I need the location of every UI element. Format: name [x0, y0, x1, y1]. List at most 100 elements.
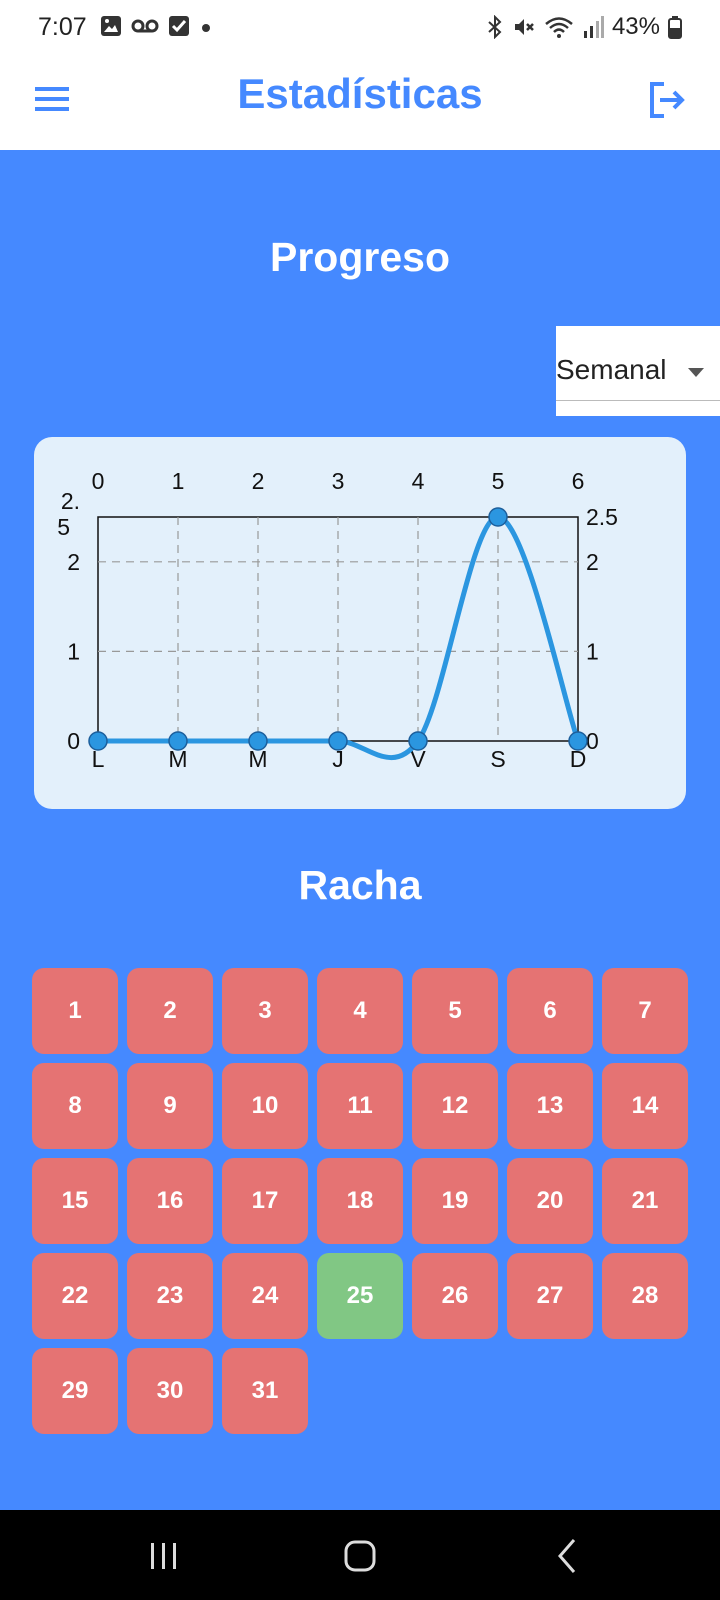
dropdown-arrow-icon [688, 368, 704, 377]
mute-icon [514, 19, 534, 35]
left-tick-label: 1 [67, 638, 80, 664]
signal-icon [583, 16, 604, 38]
recent-apps-button[interactable] [140, 1532, 188, 1580]
streak-day-24[interactable]: 24 [222, 1253, 308, 1339]
streak-day-26[interactable]: 26 [412, 1253, 498, 1339]
back-icon [558, 1539, 576, 1573]
streak-day-12[interactable]: 12 [412, 1063, 498, 1149]
period-dropdown[interactable]: Semanal [556, 326, 720, 416]
logout-button[interactable] [644, 78, 688, 122]
menu-button[interactable] [32, 82, 72, 118]
battery-percentage: 43% [611, 13, 660, 40]
progress-section-title: Progreso [270, 234, 450, 280]
streak-day-15[interactable]: 15 [32, 1158, 118, 1244]
chart-data-point [328, 731, 348, 751]
streak-day-28[interactable]: 28 [602, 1253, 688, 1339]
streak-day-21[interactable]: 21 [602, 1158, 688, 1244]
chart-left-tick-labels: 2. 5 2 1 0 [57, 488, 80, 754]
chart-series-line [97, 514, 581, 760]
chart-data-point [568, 731, 588, 751]
streak-day-6[interactable]: 6 [507, 968, 593, 1054]
period-dropdown-value: Semanal [556, 354, 667, 385]
streak-day-3[interactable]: 3 [222, 968, 308, 1054]
status-icons-left [100, 15, 190, 37]
category-label: S [490, 746, 505, 772]
streak-day-29[interactable]: 29 [32, 1348, 118, 1434]
top-tick-label: 0 [92, 468, 105, 494]
streak-day-2[interactable]: 2 [127, 968, 213, 1054]
back-button[interactable] [544, 1532, 592, 1580]
category-label: M [168, 746, 187, 772]
chart-grid [98, 517, 578, 741]
streak-day-14[interactable]: 14 [602, 1063, 688, 1149]
dropdown-underline [556, 400, 720, 401]
battery-icon [668, 16, 682, 39]
streak-day-17[interactable]: 17 [222, 1158, 308, 1244]
streak-day-31[interactable]: 31 [222, 1348, 308, 1434]
left-tick-label: 2 [67, 549, 80, 575]
category-label: D [570, 746, 587, 772]
streak-day-22[interactable]: 22 [32, 1253, 118, 1339]
streak-day-4[interactable]: 4 [317, 968, 403, 1054]
streak-day-7[interactable]: 7 [602, 968, 688, 1054]
wifi-icon [545, 17, 573, 38]
top-tick-label: 2 [252, 468, 265, 494]
top-tick-label: 1 [172, 468, 185, 494]
streak-calendar: 1 2 3 4 5 6 7 8 9 10 11 12 13 14 15 16 17 18 19 20 21 22 23 24 2… [32, 968, 688, 1434]
category-label: V [410, 746, 426, 772]
category-label: J [332, 746, 344, 772]
streak-day-18[interactable]: 18 [317, 1158, 403, 1244]
progress-chart: 0 1 2 3 4 5 6 2. 5 2 1 0 2.5 2 1 0 L M M J V S D [34, 437, 686, 809]
streak-day-27[interactable]: 27 [507, 1253, 593, 1339]
status-bar: 7:07 43% [0, 0, 720, 52]
dot-icon [202, 24, 210, 32]
top-tick-label: 4 [412, 468, 425, 494]
chart-svg: 0 1 2 3 4 5 6 2. 5 2 1 0 2.5 2 1 0 L M M J V S D [57, 468, 618, 772]
right-tick-label: 2.5 [586, 504, 618, 530]
streak-day-11[interactable]: 11 [317, 1063, 403, 1149]
left-tick-label: 2. 5 [57, 488, 80, 540]
image-icon [101, 16, 121, 36]
system-navigation-bar [0, 1510, 720, 1600]
top-tick-label: 5 [492, 468, 505, 494]
streak-day-1[interactable]: 1 [32, 968, 118, 1054]
streak-day-19[interactable]: 19 [412, 1158, 498, 1244]
streak-day-25[interactable]: 25 [317, 1253, 403, 1339]
streak-day-10[interactable]: 10 [222, 1063, 308, 1149]
streak-day-30[interactable]: 30 [127, 1348, 213, 1434]
streak-day-16[interactable]: 16 [127, 1158, 213, 1244]
streak-day-20[interactable]: 20 [507, 1158, 593, 1244]
top-tick-label: 6 [572, 468, 585, 494]
bluetooth-icon [488, 15, 502, 39]
status-time: 7:07 [38, 13, 87, 41]
app-bar: Estadísticas [0, 52, 720, 150]
checkbox-icon [169, 16, 189, 36]
right-tick-label: 1 [586, 638, 599, 664]
home-button[interactable] [336, 1532, 384, 1580]
chart-data-point [248, 731, 268, 751]
hamburger-menu-icon [35, 87, 69, 111]
logout-icon [650, 82, 685, 118]
streak-day-13[interactable]: 13 [507, 1063, 593, 1149]
right-tick-label: 0 [586, 728, 599, 754]
left-tick-label: 0 [67, 728, 80, 754]
voicemail-icon [131, 19, 159, 33]
top-tick-label: 3 [332, 468, 345, 494]
category-label: M [248, 746, 267, 772]
streak-day-8[interactable]: 8 [32, 1063, 118, 1149]
chart-data-point [488, 507, 508, 527]
chart-data-point [408, 731, 428, 751]
status-icons-right: 43% [486, 13, 682, 41]
streak-day-9[interactable]: 9 [127, 1063, 213, 1149]
streak-day-5[interactable]: 5 [412, 968, 498, 1054]
chart-data-point [168, 731, 188, 751]
streak-day-23[interactable]: 23 [127, 1253, 213, 1339]
chart-top-tick-labels: 0 1 2 3 4 5 6 [92, 468, 585, 494]
home-icon [344, 1540, 376, 1572]
recent-apps-icon [151, 1543, 176, 1569]
chart-points [88, 507, 588, 751]
chart-right-tick-labels: 2.5 2 1 0 [586, 504, 618, 754]
page-title: Estadísticas [237, 70, 483, 117]
chart-data-point [88, 731, 108, 751]
